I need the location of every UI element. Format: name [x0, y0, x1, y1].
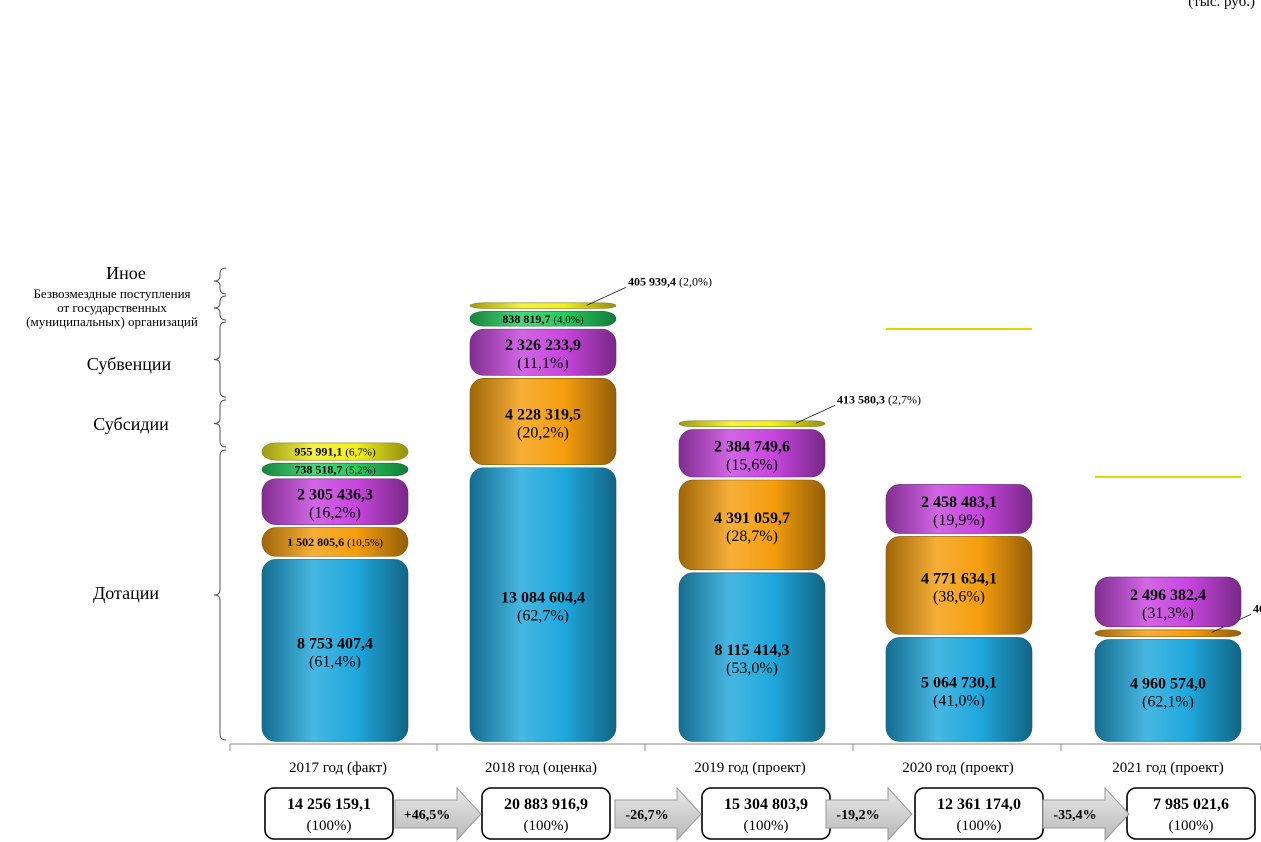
category-label: 2021 год (проект) — [1112, 760, 1223, 776]
percent-label: (15,6%) — [726, 456, 778, 473]
brace — [213, 321, 227, 398]
bar-segment — [885, 484, 1033, 534]
bar-segment — [469, 302, 617, 309]
total-value: 14 256 159,1 — [287, 796, 371, 813]
percent-label: (16,2%) — [309, 505, 361, 522]
total-percent: (100%) — [957, 818, 1002, 834]
percent-label: (11,1%) — [517, 355, 568, 372]
brace — [213, 295, 227, 321]
legend-bezv: Безвозмездные поступления — [33, 286, 190, 301]
percent-label: (61,4%) — [309, 653, 361, 670]
category-label: 2018 год (оценка) — [485, 760, 597, 776]
percent-label: (62,1%) — [1142, 694, 1194, 711]
total-value: 12 361 174,0 — [937, 796, 1021, 813]
value-label: 2 458 483,1 — [921, 494, 997, 511]
bar-segment — [469, 378, 617, 466]
percent-label: (62,7%) — [517, 608, 569, 625]
change-arrow — [1042, 786, 1130, 842]
brace — [213, 449, 227, 741]
bar-segment — [261, 442, 409, 461]
total-percent: (100%) — [744, 818, 789, 834]
bar-segment — [469, 311, 617, 327]
bar-segment — [678, 479, 826, 571]
bar-segment — [261, 462, 409, 477]
brace — [213, 267, 227, 295]
bar-segment — [1094, 639, 1242, 742]
total-value: 7 985 021,6 — [1153, 796, 1229, 813]
bar-segment — [678, 420, 826, 427]
value-label: 8 115 414,3 — [714, 642, 789, 659]
bar-segment — [261, 527, 409, 557]
percent-label: (19,9%) — [933, 512, 985, 529]
change-label: -35,4% — [1053, 808, 1096, 823]
change-arrow — [614, 786, 702, 842]
change-label: -26,7% — [625, 808, 668, 823]
svg-text:(муниципальных) организаций: (муниципальных) организаций — [26, 314, 198, 329]
bar-segment — [885, 536, 1033, 635]
percent-label: (28,7%) — [726, 528, 778, 545]
category-label: 2019 год (проект) — [694, 760, 805, 776]
value-label: 2 326 233,9 — [505, 337, 581, 354]
bar-segment — [261, 478, 409, 525]
legend-dotacii: Дотации — [93, 583, 159, 603]
value-label: 13 084 604,4 — [501, 590, 585, 607]
change-label: -19,2% — [836, 808, 879, 823]
change-arrow — [394, 786, 482, 842]
value-label: 4 771 634,1 — [921, 570, 997, 587]
value-label: 413 580,3 (2,7%) — [837, 392, 921, 406]
value-label: 405 939,4 (2,0%) — [628, 274, 712, 288]
legend-subsidii: Субсидии — [93, 414, 169, 434]
percent-label: (53,0%) — [726, 660, 778, 677]
bar-segment — [678, 572, 826, 742]
unit-label: (тыс. руб.) — [1188, 0, 1255, 10]
total-value: 15 304 803,9 — [724, 796, 808, 813]
value-label: 4 228 319,5 — [505, 407, 581, 424]
value-label: 8 753 407,4 — [297, 635, 373, 652]
bar-segment — [1094, 576, 1242, 628]
bar-segment — [261, 559, 409, 742]
category-label: 2020 год (проект) — [902, 760, 1013, 776]
value-label: 2 305 436,3 — [297, 487, 373, 504]
category-label: 2017 год (факт) — [289, 760, 387, 776]
value-label: 838 819,7 (4,0%) — [502, 312, 584, 326]
value-label: 4 960 574,0 — [1130, 676, 1206, 693]
value-label: 1 502 805,6 (10,5%) — [287, 535, 383, 549]
percent-label: (41,0%) — [933, 692, 985, 709]
value-label: 738 518,7 (5,2%) — [294, 463, 376, 477]
change-label: +46,5% — [404, 808, 450, 823]
value-label: 955 991,1 (6,7%) — [294, 445, 376, 459]
value-label: 4 391 059,7 — [714, 510, 790, 527]
legend-subvencii: Субвенции — [87, 354, 172, 374]
total-box — [481, 787, 611, 840]
change-arrow — [825, 786, 913, 842]
percent-label: (38,6%) — [933, 588, 985, 605]
brace — [213, 399, 227, 448]
percent-label: (31,3%) — [1142, 605, 1194, 622]
legend-inoe: Иное — [106, 263, 146, 283]
value-label: 461 738,5 (5,8%) — [1253, 601, 1261, 615]
total-value: 20 883 916,9 — [504, 796, 588, 813]
bar-segment — [678, 429, 826, 478]
value-label: 5 064 730,1 — [921, 674, 997, 691]
total-percent: (100%) — [1169, 818, 1214, 834]
percent-label: (20,2%) — [517, 425, 569, 442]
bar-segment — [469, 328, 617, 376]
svg-text:от государственных: от государственных — [57, 300, 167, 315]
bar-segment — [469, 467, 617, 742]
bar-segment — [1094, 629, 1242, 637]
value-label: 2 496 382,4 — [1130, 587, 1206, 604]
total-percent: (100%) — [524, 818, 569, 834]
value-label: 2 384 749,6 — [714, 438, 790, 455]
bar-segment — [885, 637, 1033, 742]
total-box — [264, 787, 394, 840]
total-percent: (100%) — [307, 818, 352, 834]
